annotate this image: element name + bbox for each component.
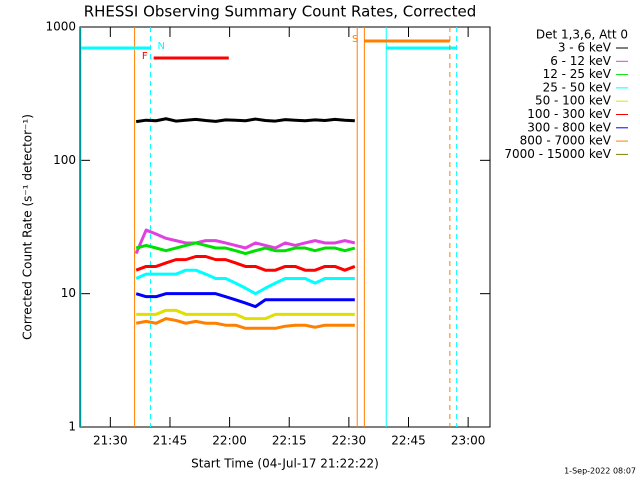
series-line xyxy=(135,317,355,330)
legend-label: 50 - 100 keV xyxy=(535,94,612,108)
legend-label: 12 - 25 keV xyxy=(543,67,612,81)
x-tick-label: 22:30 xyxy=(332,434,367,448)
y-axis-label: Corrected Count Rate (s⁻¹ detector⁻¹) xyxy=(21,114,35,340)
y-tick-label: 1000 xyxy=(45,20,76,34)
series-line xyxy=(134,228,356,255)
x-tick-label: 22:45 xyxy=(391,434,426,448)
y-tick-label: 1 xyxy=(68,420,76,434)
series-line xyxy=(135,268,355,296)
y-tick-label: 100 xyxy=(53,153,76,167)
plot-frame xyxy=(79,26,491,428)
legend-label: 7000 - 15000 keV xyxy=(504,147,611,161)
x-tick-label: 23:00 xyxy=(451,434,486,448)
x-tick-label: 21:45 xyxy=(153,434,188,448)
x-tick-label: 21:30 xyxy=(93,434,128,448)
legend-label: 3 - 6 keV xyxy=(558,41,612,55)
series-line xyxy=(135,254,356,272)
legend-title: Det 1,3,6, Att 0 xyxy=(536,28,628,42)
flag-label: N xyxy=(157,41,164,52)
timestamp: 1-Sep-2022 08:07 xyxy=(564,467,636,476)
y-tick-label: 10 xyxy=(61,286,76,300)
x-tick-label: 22:15 xyxy=(272,434,307,448)
series-line xyxy=(135,117,355,124)
chart-title: RHESSI Observing Summary Count Rates, Co… xyxy=(84,3,477,21)
legend-label: 25 - 50 keV xyxy=(543,80,612,94)
flag-label: F xyxy=(142,51,148,62)
legend-label: 100 - 300 keV xyxy=(527,107,611,121)
series-line xyxy=(135,241,356,256)
x-axis-label: Start Time (04-Jul-17 21:22:22) xyxy=(191,457,379,471)
legend-label: 800 - 7000 keV xyxy=(520,134,612,148)
legend-label: 6 - 12 keV xyxy=(550,54,612,68)
series-line xyxy=(136,308,355,321)
flag-label: S xyxy=(352,34,358,45)
series-line xyxy=(135,292,355,309)
legend-label: 300 - 800 keV xyxy=(527,120,611,134)
x-tick-label: 22:00 xyxy=(212,434,247,448)
